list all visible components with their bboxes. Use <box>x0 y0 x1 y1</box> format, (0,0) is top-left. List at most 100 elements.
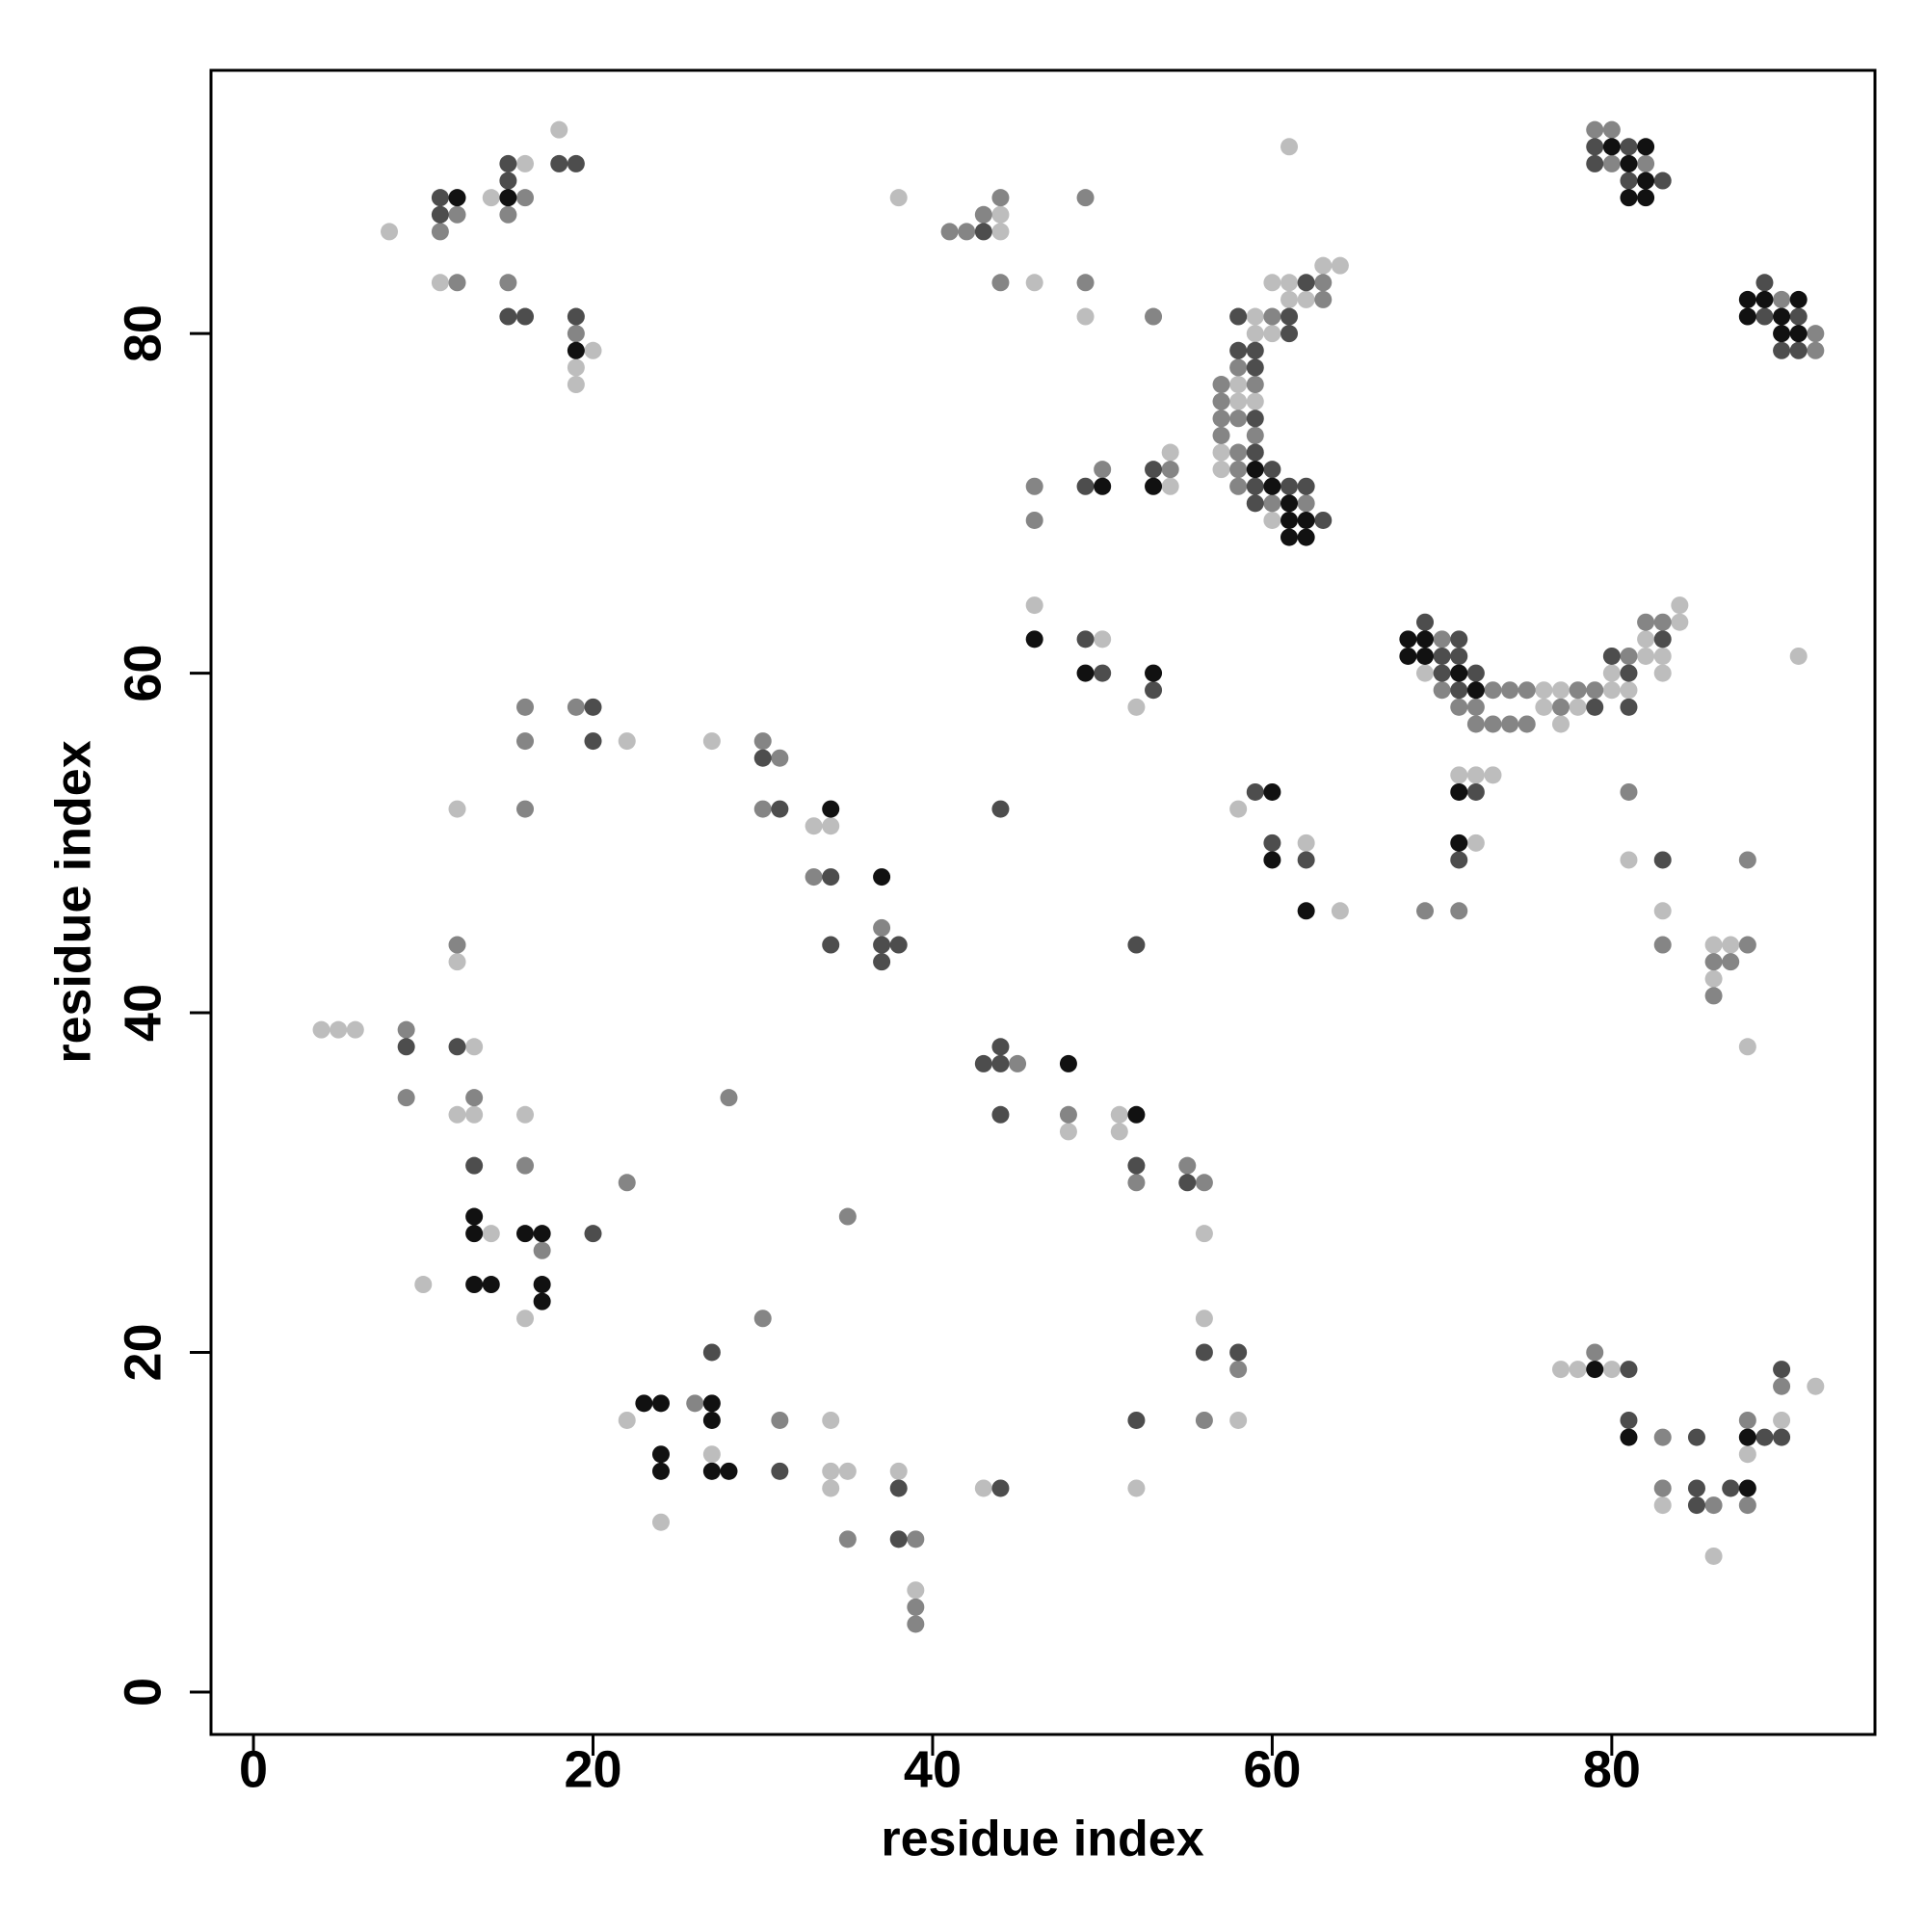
point <box>651 1445 670 1464</box>
point <box>1280 138 1299 156</box>
point <box>465 1207 484 1226</box>
point <box>533 1225 551 1243</box>
point <box>1025 511 1043 529</box>
point <box>1620 664 1638 682</box>
point <box>1466 766 1485 784</box>
point <box>1229 800 1248 818</box>
point <box>465 1156 484 1175</box>
point <box>1161 461 1179 479</box>
point <box>1433 664 1451 682</box>
point <box>1297 494 1315 513</box>
point <box>1620 698 1638 716</box>
point <box>448 189 466 207</box>
point <box>1297 902 1315 920</box>
point <box>499 307 517 326</box>
point <box>1280 528 1299 546</box>
point <box>1059 1123 1077 1141</box>
point <box>1755 307 1774 326</box>
point <box>1450 698 1468 716</box>
point <box>1297 528 1315 546</box>
point <box>618 1411 636 1429</box>
point <box>1586 698 1604 716</box>
point <box>1722 953 1740 971</box>
y-tick-label: 80 <box>114 304 172 362</box>
point <box>1535 681 1553 700</box>
point <box>1416 613 1435 631</box>
point <box>482 189 500 207</box>
point <box>1620 172 1638 190</box>
point <box>1229 477 1248 495</box>
point <box>1789 290 1808 308</box>
point <box>414 1276 433 1294</box>
point <box>1280 477 1299 495</box>
point <box>482 1225 500 1243</box>
point <box>1110 1105 1128 1124</box>
point <box>1501 681 1519 700</box>
point <box>1195 1411 1213 1429</box>
point <box>1602 1361 1621 1379</box>
point <box>431 223 449 241</box>
point <box>702 732 721 751</box>
point <box>1602 120 1621 139</box>
point <box>1586 138 1604 156</box>
point <box>753 732 772 751</box>
point <box>1433 630 1451 648</box>
point <box>499 189 517 207</box>
point <box>312 1020 330 1039</box>
point <box>567 325 585 343</box>
point <box>1518 715 1536 733</box>
point <box>974 205 992 224</box>
point <box>1195 1343 1213 1362</box>
point <box>1551 681 1570 700</box>
point <box>1620 647 1638 665</box>
point <box>1025 630 1043 648</box>
point <box>720 1462 738 1480</box>
point <box>907 1615 925 1633</box>
point <box>1653 630 1672 648</box>
point <box>1722 936 1740 954</box>
y-tick-label: 40 <box>114 984 172 1042</box>
point <box>1671 613 1689 631</box>
point <box>1094 630 1112 648</box>
point <box>1653 902 1672 920</box>
point <box>771 800 789 818</box>
point <box>397 1089 415 1107</box>
point <box>907 1530 925 1548</box>
y-tick-label: 60 <box>114 645 172 702</box>
point <box>448 800 466 818</box>
point <box>1297 274 1315 292</box>
point <box>1246 410 1264 428</box>
point <box>991 223 1010 241</box>
point <box>1620 1428 1638 1446</box>
point <box>465 1276 484 1294</box>
point <box>1314 274 1333 292</box>
point <box>1620 1411 1638 1429</box>
point <box>516 800 535 818</box>
point <box>991 205 1010 224</box>
point <box>1738 290 1756 308</box>
point <box>1569 1361 1587 1379</box>
point <box>567 341 585 359</box>
point <box>499 172 517 190</box>
point <box>1212 392 1230 410</box>
point <box>1586 120 1604 139</box>
point <box>1416 902 1435 920</box>
point <box>397 1038 415 1056</box>
point <box>1484 681 1502 700</box>
point <box>1671 596 1689 615</box>
point <box>1569 698 1587 716</box>
point <box>1620 154 1638 172</box>
point <box>1620 851 1638 869</box>
point <box>1620 782 1638 801</box>
point <box>1433 681 1451 700</box>
point <box>1076 477 1095 495</box>
point <box>1518 681 1536 700</box>
point <box>1466 664 1485 682</box>
point <box>1653 613 1672 631</box>
y-axis-title: residue index <box>46 740 102 1063</box>
point <box>1229 1343 1248 1362</box>
point <box>1450 834 1468 852</box>
point <box>1263 851 1281 869</box>
point <box>1331 256 1349 275</box>
